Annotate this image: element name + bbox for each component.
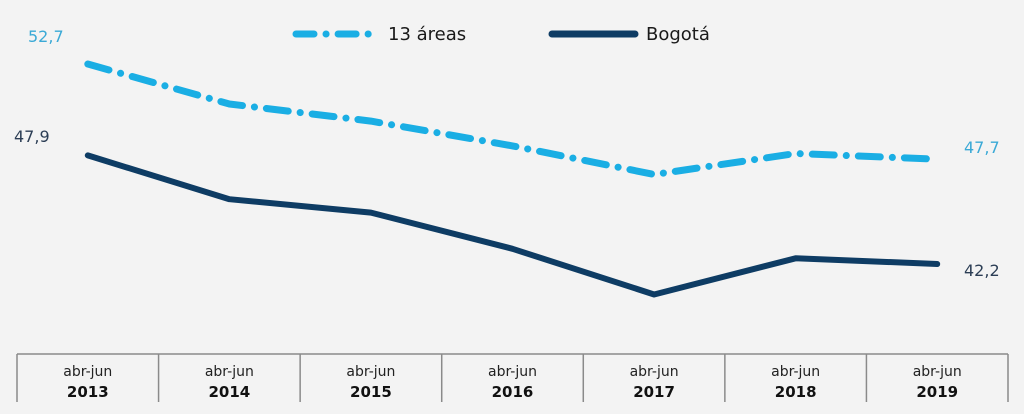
x-tick-label-year: 2013 [67, 383, 109, 401]
legend-label-13-areas: 13 áreas [388, 24, 466, 45]
data-label-13-areas-first: 52,7 [28, 27, 64, 46]
x-tick-label-year: 2014 [208, 383, 250, 401]
x-tick-label-period: abr-jun [205, 364, 254, 380]
x-tick-label-period: abr-jun [346, 364, 395, 380]
x-tick-label-year: 2015 [350, 383, 392, 401]
category-axis: abr-jun 2013 abr-jun 2014 abr-jun 2015 abr-jun… [16, 353, 1009, 402]
x-tick-label-period: abr-jun [771, 364, 820, 380]
x-tick-label-year: 2017 [633, 383, 675, 401]
x-tick-label-period: abr-jun [913, 364, 962, 380]
series-line-bogota [84, 152, 941, 298]
x-tick-label-year: 2019 [916, 383, 958, 401]
data-label-bogota-first: 47,9 [14, 127, 50, 146]
series-layer [84, 60, 941, 298]
data-labels: 52,7 47,7 47,9 42,2 [14, 27, 1000, 280]
data-label-bogota-last: 42,2 [964, 261, 1000, 280]
x-tick-label-period: abr-jun [630, 364, 679, 380]
x-tick-label-year: 2018 [775, 383, 817, 401]
series-line-13-areas [84, 60, 941, 178]
x-tick-label-period: abr-jun [488, 364, 537, 380]
x-tick-label-period: abr-jun [63, 364, 112, 380]
legend: 13 áreas Bogotá [292, 24, 710, 45]
x-tick-label-year: 2016 [492, 383, 534, 401]
data-label-13-areas-last: 47,7 [964, 138, 1000, 157]
legend-label-bogota: Bogotá [646, 24, 710, 45]
